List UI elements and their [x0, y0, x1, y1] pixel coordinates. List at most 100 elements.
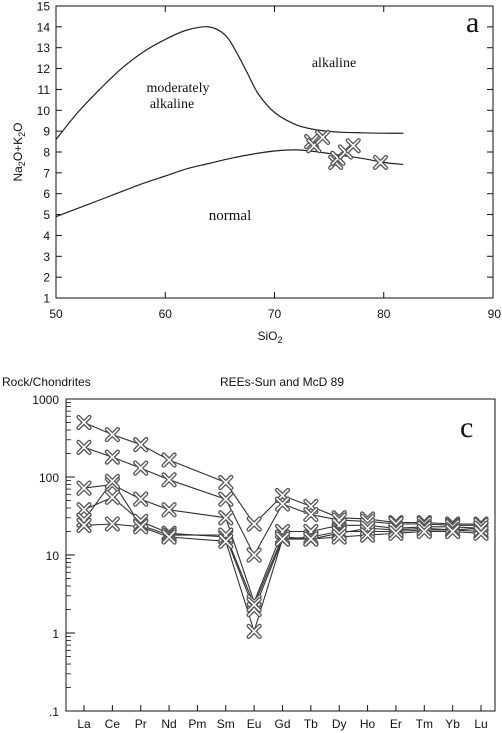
- tas-y-tick-label: 15: [37, 0, 51, 14]
- tas-y-tick-label: 5: [43, 208, 50, 222]
- ree-y-tick-label: .1: [49, 705, 59, 719]
- tas-sample-points: [304, 129, 389, 171]
- tas-y-axis-label: Na2O+K2O: [11, 122, 27, 181]
- ree-element-label: Eu: [247, 717, 262, 731]
- ree-sample-marker-core-b: [446, 525, 459, 538]
- ree-sample-marker: [473, 525, 489, 541]
- ree-element-label: La: [77, 717, 91, 731]
- ree-sample-marker: [76, 517, 92, 533]
- ree-sample-marker: [218, 533, 234, 549]
- ree-sample-marker-core-b: [247, 548, 261, 562]
- ree-sample-marker-core-b: [77, 503, 91, 517]
- ree-sample-marker: [246, 623, 262, 639]
- panel-letter-a: a: [466, 6, 479, 39]
- ree-sample-marker: [416, 523, 432, 540]
- normal-boundary-line: [55, 149, 404, 218]
- ree-sample-marker-core-b: [417, 521, 431, 535]
- ree-sample-marker: [388, 525, 404, 541]
- ree-sample-marker: [76, 414, 92, 431]
- ree-element-label: Tb: [304, 717, 318, 731]
- ree-element-label: Pr: [135, 717, 147, 731]
- panel-letter-c: c: [460, 411, 473, 444]
- ree-sample-marker-core-b: [389, 523, 403, 537]
- ree-sample-marker: [274, 496, 291, 512]
- ree-sample-marker: [246, 547, 262, 563]
- ree-sample-marker: [331, 525, 347, 541]
- tas-x-tick-label: 50: [49, 307, 63, 321]
- ree-element-label: Tm: [416, 717, 433, 731]
- tas-y-tick-label: 2: [43, 271, 50, 285]
- tas-sample-point-core-b: [316, 131, 329, 144]
- ree-element-label: Yb: [445, 717, 460, 731]
- ree-element-label: Sm: [217, 717, 235, 731]
- tas-sample-point: [372, 154, 389, 171]
- ree-sample-marker-core-b: [276, 497, 289, 511]
- ree-sample-marker: [274, 531, 291, 547]
- tas-x-tick-label: 90: [488, 307, 502, 321]
- ree-sample-marker-core-b: [162, 503, 176, 517]
- ree-sample-marker-core-b: [219, 492, 233, 506]
- ree-y-tick-label: 10: [46, 549, 60, 563]
- ree-sample-marker: [246, 516, 262, 532]
- ree-sample-marker: [104, 516, 120, 532]
- ree-sample-marker: [359, 523, 376, 540]
- tas-plot-frame: [55, 5, 494, 299]
- ree-sample-marker-core-b: [106, 450, 119, 464]
- tas-sample-point: [314, 129, 331, 145]
- tas-y-tick-label: 8: [43, 146, 50, 160]
- ree-y-tick-label: 1: [52, 627, 59, 641]
- ree-element-label: Ce: [105, 717, 121, 731]
- ree-sample-marker: [416, 520, 432, 536]
- ree-sample-marker-core-b: [77, 441, 91, 454]
- tas-y-tick-label: 6: [43, 187, 50, 201]
- tas-y-tick-label: 4: [43, 229, 50, 243]
- ree-sample-marker: [161, 472, 177, 488]
- ree-sample-marker-core-b: [162, 473, 176, 487]
- tas-sample-point-core-b: [346, 139, 360, 153]
- ree-chart-title: REEs-Sun and McD 89: [220, 375, 344, 389]
- tas-y-tick-label: 12: [37, 62, 51, 76]
- ree-sample-marker: [76, 480, 92, 496]
- ree-y-tick-labels: .1 1 10 100 1000: [32, 393, 59, 719]
- field-label-normal: normal: [209, 208, 252, 224]
- ree-pattern-line: [83, 496, 482, 611]
- ree-sample-marker: [388, 522, 404, 538]
- ree-sample-marker: [359, 527, 376, 543]
- tas-y-tick-label: 7: [43, 166, 50, 180]
- field-label-moderately: moderately: [147, 81, 210, 96]
- ree-sample-marker: [104, 449, 120, 465]
- ree-sample-marker: [76, 502, 92, 518]
- ree-sample-marker-core-b: [77, 519, 91, 532]
- ree-sample-marker-core-b: [276, 532, 289, 546]
- ree-sample-marker: [76, 439, 92, 455]
- ree-sample-marker: [303, 531, 319, 547]
- ree-sample-marker-core-b: [219, 534, 233, 548]
- ree-element-label: Pm: [188, 717, 206, 731]
- tas-sample-point: [345, 138, 361, 154]
- ree-sample-marker: [218, 491, 234, 507]
- ree-y-axis-title: Rock/Chondrites: [2, 375, 91, 389]
- ree-sample-marker: [133, 491, 149, 507]
- tas-x-axis-label: SiO2: [257, 329, 282, 345]
- ree-element-label: Gd: [274, 717, 290, 731]
- tas-y-tick-label: 14: [37, 20, 51, 34]
- ree-sample-marker: [218, 474, 234, 491]
- field-label-moderately-alkaline: alkaline: [150, 97, 194, 112]
- tas-x-tick-label: 80: [377, 307, 391, 321]
- ree-sample-marker-core-b: [77, 416, 91, 429]
- ree-sample-marker-core-b: [361, 528, 374, 542]
- ree-plot-frame: [65, 398, 496, 712]
- tas-y-tick-label: 10: [37, 104, 51, 118]
- field-label-alkaline: alkaline: [312, 56, 356, 71]
- ree-sample-marker: [161, 502, 177, 518]
- ree-sample-marker-core-b: [332, 530, 346, 544]
- tas-y-tick-label: 1: [43, 292, 50, 306]
- ree-sample-marker: [303, 506, 319, 523]
- tas-y-tick-label: 11: [38, 83, 51, 97]
- ree-sample-marker-core-b: [474, 526, 488, 540]
- ree-sample-marker: [218, 510, 234, 526]
- tas-x-tick-label: 60: [159, 307, 173, 321]
- tas-sample-point-core-b: [374, 156, 387, 169]
- tas-x-tick-label: 70: [268, 307, 282, 321]
